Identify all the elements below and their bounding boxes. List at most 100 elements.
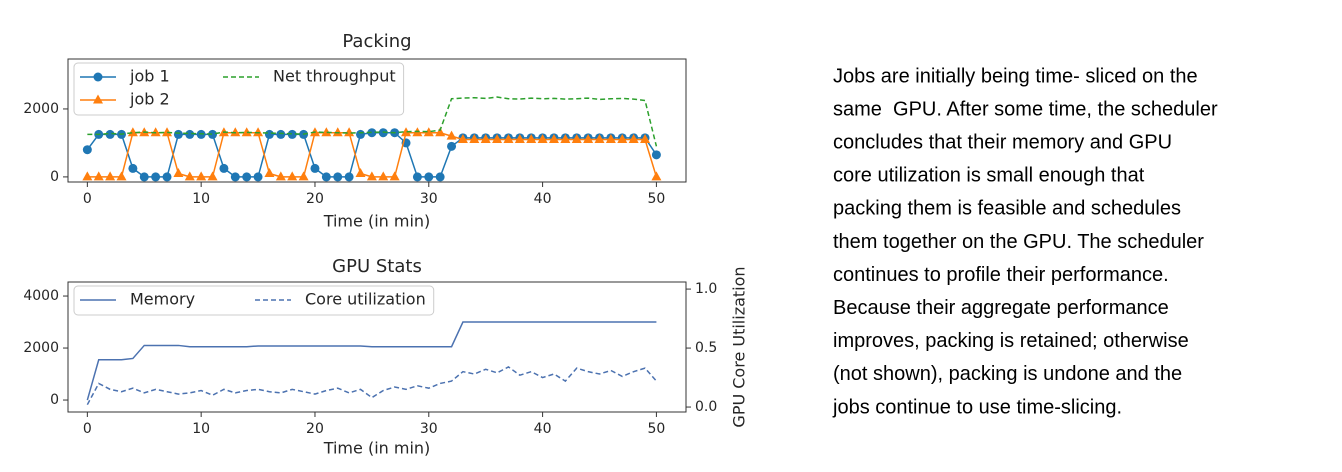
- x-tick-label: 50: [647, 421, 665, 437]
- point: [321, 172, 331, 182]
- x-tick-label: 10: [192, 421, 210, 437]
- chart-title: GPU Stats: [332, 256, 422, 277]
- x-tick-label: 0: [83, 421, 92, 437]
- description-line: same GPU. After some time, the scheduler: [833, 98, 1218, 120]
- y-tick-label: 0: [50, 392, 59, 408]
- y-tick-label: 2000: [23, 101, 59, 117]
- legend-label: job 2: [129, 90, 170, 109]
- y2-tick-label: 0.0: [695, 399, 717, 415]
- description-line: (not shown), packing is undone and the: [833, 363, 1182, 385]
- point: [310, 163, 320, 173]
- legend-label: Net throughput: [273, 67, 396, 86]
- point: [139, 172, 149, 182]
- point: [276, 129, 286, 139]
- legend-label: job 1: [129, 67, 170, 86]
- point: [503, 134, 514, 144]
- plot-area: [82, 96, 662, 182]
- point: [184, 171, 195, 181]
- description-line: Because their aggregate performance: [833, 297, 1169, 319]
- point: [253, 127, 264, 137]
- point: [355, 168, 366, 178]
- legend-box: [73, 62, 405, 116]
- point: [344, 172, 354, 182]
- point: [196, 171, 207, 181]
- point: [241, 127, 252, 137]
- point: [492, 134, 503, 144]
- point: [219, 163, 229, 173]
- x-tick-label: 40: [534, 191, 552, 207]
- y2-axis-label: GPU Core Utilization: [730, 266, 749, 427]
- point: [332, 127, 343, 137]
- point: [151, 172, 161, 182]
- point: [150, 127, 161, 137]
- point: [173, 129, 183, 139]
- point: [367, 128, 377, 138]
- point: [185, 129, 195, 139]
- point: [162, 172, 172, 182]
- point: [389, 171, 400, 181]
- point: [287, 171, 298, 181]
- x-tick-label: 20: [306, 191, 324, 207]
- point: [651, 171, 662, 181]
- x-tick-label: 40: [534, 421, 552, 437]
- legend: job 1 job 2 Net throughput: [73, 62, 405, 116]
- point: [207, 171, 218, 181]
- point: [594, 134, 605, 144]
- point: [287, 129, 297, 139]
- y-tick-label: 2000: [23, 340, 59, 356]
- chart: GPU Stats Time (in min) 0 10 20 30 40 50 0 2000 40…: [23, 256, 748, 458]
- series-line: [87, 96, 658, 147]
- point: [446, 130, 457, 140]
- legend-label: Memory: [130, 290, 195, 309]
- point: [321, 127, 332, 137]
- x-axis-label: Time (in min): [323, 439, 431, 458]
- series-line: [86, 321, 657, 401]
- series-line: [87, 131, 658, 178]
- axes-frame: [67, 58, 687, 183]
- chart: Packing Time (in min) 0 10 20 30 40 50 0 2000 job …: [23, 31, 687, 231]
- point: [333, 172, 343, 182]
- axes-frame: [67, 281, 687, 413]
- point: [366, 171, 377, 181]
- x-tick-label: 30: [420, 421, 438, 437]
- point: [548, 134, 559, 144]
- point: [230, 127, 241, 137]
- point: [93, 171, 104, 181]
- description-line: packing them is feasible and schedules: [833, 198, 1181, 220]
- point: [537, 134, 548, 144]
- chart-title: Packing: [342, 31, 411, 52]
- series-line: [86, 366, 657, 406]
- y-tick-label: 4000: [23, 288, 59, 304]
- point: [162, 127, 173, 137]
- point: [230, 172, 240, 182]
- point: [412, 172, 422, 182]
- point: [617, 134, 628, 144]
- point: [105, 129, 115, 139]
- y-tick-label: 0: [50, 169, 59, 185]
- point: [344, 127, 355, 137]
- point: [447, 141, 457, 151]
- point: [583, 134, 594, 144]
- point: [469, 134, 480, 144]
- point: [127, 127, 138, 137]
- legend-box: [73, 285, 435, 316]
- y2-tick-label: 0.5: [695, 340, 717, 356]
- point: [208, 129, 218, 139]
- x-tick-label: 20: [306, 421, 324, 437]
- point: [435, 127, 446, 137]
- point: [275, 171, 286, 181]
- x-tick-label: 0: [83, 191, 92, 207]
- description-line: concludes that their memory and GPU: [833, 131, 1172, 153]
- point: [628, 134, 639, 144]
- point: [116, 171, 127, 181]
- point: [605, 134, 616, 144]
- point: [423, 127, 434, 137]
- plot-area: [86, 321, 657, 406]
- point: [264, 168, 275, 178]
- point: [526, 134, 537, 144]
- point: [401, 127, 412, 137]
- description-line: improves, packing is retained; otherwise: [833, 330, 1189, 352]
- point: [514, 134, 525, 144]
- point: [560, 134, 571, 144]
